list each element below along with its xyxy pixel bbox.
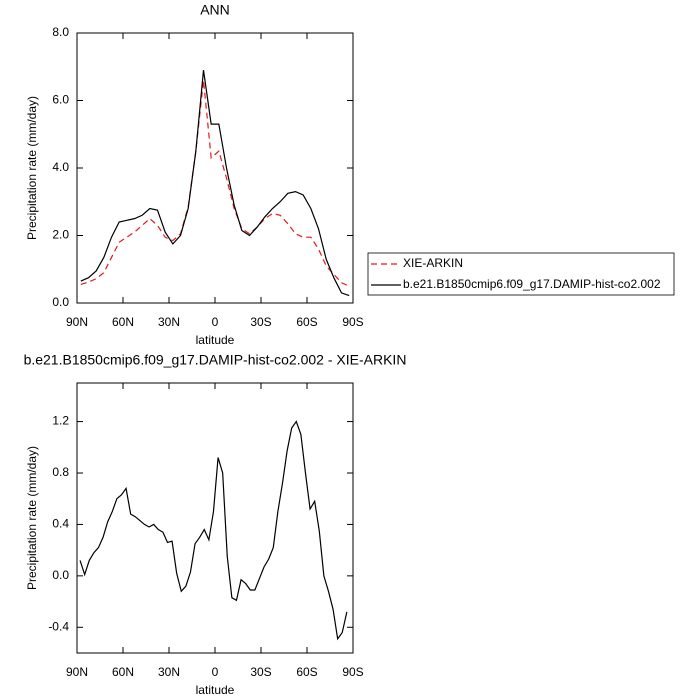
x-tick-label: 60N bbox=[112, 665, 134, 679]
x-axis-label: latitude bbox=[196, 683, 235, 697]
data-line bbox=[80, 80, 350, 287]
y-tick-label: 6.0 bbox=[52, 93, 69, 107]
x-tick-label: 30N bbox=[158, 315, 180, 329]
x-axis-label: latitude bbox=[196, 333, 235, 347]
x-tick-label: 90S bbox=[342, 665, 363, 679]
x-tick-label: 90S bbox=[342, 315, 363, 329]
data-line bbox=[80, 70, 350, 297]
plot-frame bbox=[76, 32, 354, 304]
y-tick-label: 0.8 bbox=[52, 465, 69, 479]
y-tick-label: 2.0 bbox=[52, 228, 69, 242]
legend-label: XIE-ARKIN bbox=[403, 256, 463, 270]
x-tick-label: 90N bbox=[66, 315, 88, 329]
x-tick-label: 30S bbox=[250, 315, 271, 329]
data-line bbox=[79, 420, 348, 641]
x-tick-label: 60N bbox=[112, 315, 134, 329]
y-axis-label: Precipitation rate (mm/day) bbox=[25, 446, 39, 590]
y-tick-label: 0.0 bbox=[52, 568, 69, 582]
x-tick-label: 30N bbox=[158, 665, 180, 679]
chart-title: b.e21.B1850cmip6.f09_g17.DAMIP-hist-co2.… bbox=[24, 352, 407, 368]
y-tick-label: 4.0 bbox=[52, 160, 69, 174]
x-tick-label: 0 bbox=[212, 665, 219, 679]
x-tick-label: 60S bbox=[296, 665, 317, 679]
y-tick-label: 0.0 bbox=[52, 295, 69, 309]
x-tick-label: 0 bbox=[212, 315, 219, 329]
plot-frame bbox=[76, 382, 354, 654]
y-axis-label: Precipitation rate (mm/day) bbox=[25, 96, 39, 240]
y-tick-label: 8.0 bbox=[52, 25, 69, 39]
chart-title: ANN bbox=[200, 2, 230, 18]
legend-box bbox=[367, 252, 675, 296]
y-tick-label: 0.4 bbox=[52, 517, 69, 531]
x-tick-label: 60S bbox=[296, 315, 317, 329]
y-tick-label: -0.4 bbox=[48, 619, 69, 633]
y-tick-label: 1.2 bbox=[52, 414, 69, 428]
x-tick-label: 90N bbox=[66, 665, 88, 679]
x-tick-label: 30S bbox=[250, 665, 271, 679]
legend-label: b.e21.B1850cmip6.f09_g17.DAMIP-hist-co2.… bbox=[403, 277, 661, 291]
